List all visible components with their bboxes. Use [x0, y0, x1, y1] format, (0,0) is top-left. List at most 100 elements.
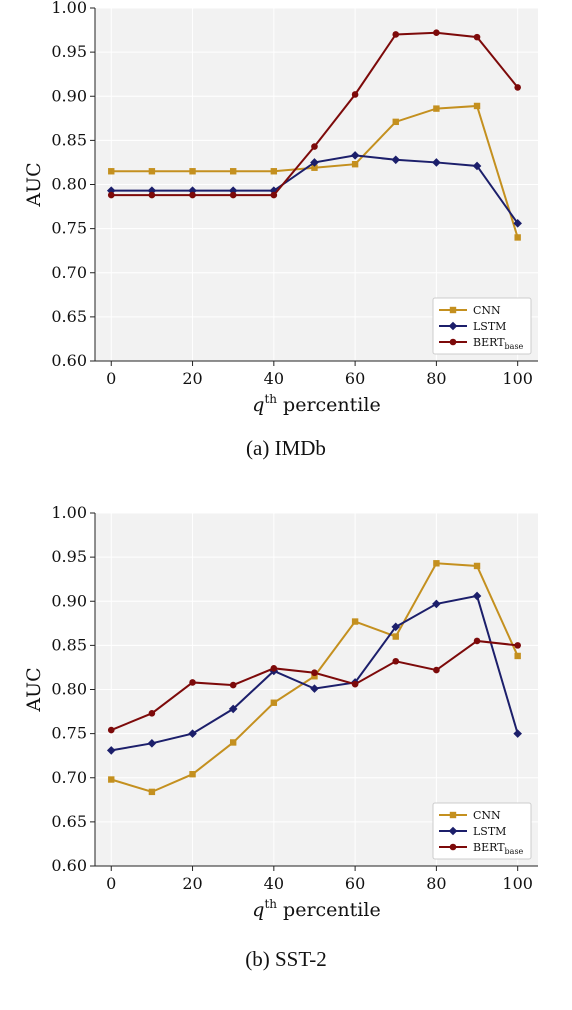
- x-tick-label: 80: [426, 874, 446, 893]
- data-point-bert: [148, 191, 156, 199]
- data-point-bert: [107, 726, 115, 734]
- y-tick-label: 0.95: [51, 42, 87, 61]
- data-point-bert: [433, 666, 440, 674]
- legend-label-lstm: LSTM: [473, 825, 506, 838]
- data-point-bert: [148, 710, 156, 717]
- y-tick-label: 0.75: [51, 724, 87, 743]
- data-point-bert: [311, 669, 318, 677]
- caption-b: (b) SST-2: [245, 947, 327, 971]
- data-point-cnn: [270, 699, 278, 706]
- x-tick-label: 20: [182, 874, 202, 893]
- y-tick-label: 1.00: [51, 505, 87, 522]
- data-point-cnn: [229, 168, 237, 175]
- data-point-lstm: [106, 746, 116, 755]
- data-point-lstm: [432, 599, 441, 609]
- x-axis-label: qth percentile: [252, 392, 380, 416]
- x-tick-label: 100: [502, 369, 533, 388]
- legend-marker-cnn: [449, 306, 457, 314]
- data-point-bert: [392, 31, 400, 38]
- data-point-lstm: [432, 158, 441, 167]
- data-point-lstm: [147, 739, 157, 748]
- series-cnn: [108, 102, 521, 241]
- y-tick-label: 0.80: [51, 175, 87, 194]
- y-tick-label: 0.80: [51, 680, 87, 699]
- data-point-cnn: [351, 161, 359, 168]
- data-point-cnn: [473, 562, 481, 570]
- data-point-cnn: [311, 164, 318, 171]
- data-point-lstm: [228, 186, 238, 195]
- y-tick-label: 0.60: [51, 351, 87, 370]
- data-point-cnn: [392, 118, 399, 126]
- data-point-lstm: [310, 684, 319, 693]
- figure-b: 0.60 0.65 0.70 0.75 0.80 0.85 0.90 0.95 1.00 0 20 4…: [0, 505, 572, 1010]
- data-point-bert: [433, 29, 440, 37]
- x-tick-label: 40: [264, 369, 284, 388]
- x-tick-label: 0: [106, 369, 116, 388]
- data-point-lstm: [472, 161, 482, 171]
- data-point-bert: [270, 665, 278, 672]
- data-point-cnn: [433, 560, 440, 567]
- x-tick-label: 40: [264, 874, 284, 893]
- legend-box: [432, 802, 532, 860]
- x-tick-label: 60: [345, 369, 365, 388]
- data-point-bert: [514, 84, 521, 91]
- legend-label-bert: BERTbase: [473, 336, 524, 351]
- y-tick-label: 0.85: [51, 130, 87, 149]
- legend-label-bert: BERTbase: [473, 841, 524, 856]
- legend-box: [432, 297, 532, 355]
- legend-marker-bert: [449, 338, 457, 346]
- data-point-bert: [229, 681, 237, 689]
- y-tick-label: 0.75: [51, 219, 87, 238]
- data-point-bert: [473, 637, 481, 645]
- x-tick-label: 60: [345, 874, 365, 893]
- legend: CNN LSTM BERTbase: [432, 297, 532, 355]
- legend-label-lstm: LSTM: [473, 320, 506, 333]
- data-point-lstm: [391, 155, 401, 165]
- data-point-cnn: [270, 168, 278, 175]
- x-axis-label: qth percentile: [252, 897, 380, 921]
- data-point-cnn: [148, 168, 156, 175]
- y-tick-label: 0.65: [51, 307, 87, 326]
- legend-label-cnn: CNN: [473, 304, 501, 317]
- y-tick-label: 0.90: [51, 591, 87, 610]
- data-point-cnn: [108, 168, 115, 175]
- y-tick-label: 0.95: [51, 547, 87, 566]
- data-point-cnn: [473, 102, 481, 110]
- y-tick-label: 0.70: [51, 768, 87, 787]
- legend-marker-cnn: [449, 811, 457, 819]
- legend-label-cnn: CNN: [473, 809, 501, 822]
- data-point-bert: [189, 191, 196, 199]
- y-axis-label: AUC: [23, 667, 45, 712]
- data-point-cnn: [108, 776, 115, 783]
- x-tick-label: 100: [502, 874, 533, 893]
- data-point-lstm: [310, 158, 319, 167]
- data-point-bert: [107, 191, 115, 199]
- legend: CNN LSTM BERTbase: [432, 802, 532, 860]
- legend-marker-bert: [449, 843, 457, 851]
- data-point-bert: [392, 657, 400, 665]
- data-point-cnn: [514, 234, 521, 241]
- x-tick-label: 80: [426, 369, 446, 388]
- data-point-lstm: [350, 151, 360, 160]
- y-tick-label: 0.85: [51, 635, 87, 654]
- data-point-lstm: [513, 219, 522, 228]
- chart-sst2: 0.60 0.65 0.70 0.75 0.80 0.85 0.90 0.95 1.00 0 20 4…: [23, 505, 538, 921]
- data-point-lstm: [228, 704, 238, 714]
- data-point-cnn: [189, 168, 196, 175]
- data-point-lstm: [472, 591, 482, 601]
- legend-marker-lstm: [448, 321, 458, 331]
- series-bert: [107, 29, 521, 199]
- y-tick-label: 0.65: [51, 812, 87, 831]
- y-axis-label: AUC: [23, 162, 45, 207]
- data-point-lstm: [391, 622, 401, 632]
- data-point-bert: [514, 642, 521, 649]
- series-bert: [107, 637, 521, 734]
- figure-a: 0.60 0.65 0.70 0.75 0.80 0.85 0.90 0.95 1.00 0 20 4…: [23, 0, 538, 460]
- data-point-cnn: [433, 105, 440, 112]
- data-point-cnn: [392, 633, 399, 640]
- data-point-cnn: [148, 788, 156, 796]
- x-tick-label: 0: [106, 874, 116, 893]
- data-point-bert: [270, 191, 278, 199]
- data-point-bert: [229, 191, 237, 199]
- data-point-cnn: [189, 771, 196, 778]
